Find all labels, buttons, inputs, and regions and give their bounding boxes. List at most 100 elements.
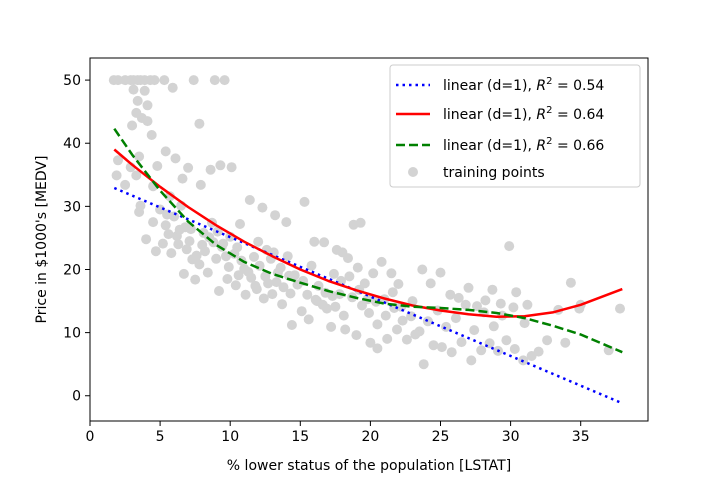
scatter-point bbox=[167, 82, 178, 93]
scatter-point bbox=[397, 315, 408, 326]
scatter-point bbox=[441, 321, 452, 332]
x-axis-label: % lower status of the population [LSTAT] bbox=[227, 458, 511, 474]
scatter-point bbox=[460, 299, 471, 310]
scatter-point bbox=[219, 75, 230, 86]
scatter-point bbox=[278, 282, 289, 293]
scatter-point bbox=[501, 335, 512, 346]
scatter-point bbox=[184, 236, 195, 247]
y-tick-label: 30 bbox=[63, 199, 81, 215]
x-tick-label: 0 bbox=[86, 429, 95, 445]
scatter-point bbox=[352, 262, 363, 273]
x-tick-label: 15 bbox=[291, 429, 309, 445]
scatter-point bbox=[277, 299, 288, 310]
scatter-point bbox=[267, 289, 278, 300]
scatter-point bbox=[164, 191, 175, 202]
scatter-point bbox=[542, 335, 553, 346]
scatter-point bbox=[134, 207, 145, 217]
scatter-point bbox=[190, 274, 201, 285]
scatter-point bbox=[142, 116, 153, 127]
scatter-point bbox=[157, 238, 168, 249]
x-tick-label: 10 bbox=[221, 429, 239, 445]
scatter-point bbox=[401, 334, 412, 345]
scatter-point bbox=[330, 301, 341, 312]
scatter-point bbox=[365, 337, 376, 348]
scatter-point bbox=[380, 310, 391, 321]
plot-area-frame bbox=[89, 57, 649, 422]
scatter-point bbox=[488, 321, 499, 332]
scatter-point bbox=[386, 268, 397, 279]
scatter-point bbox=[422, 316, 433, 327]
scatter-point bbox=[309, 236, 320, 247]
scatter-point bbox=[258, 293, 269, 304]
scatter-point bbox=[364, 308, 374, 318]
fit-line-dotted bbox=[113, 186, 623, 405]
scatter-point bbox=[344, 271, 355, 282]
scatter-point bbox=[240, 289, 251, 300]
scatter-point bbox=[519, 318, 530, 329]
scatter-point bbox=[163, 229, 174, 240]
scatter-point bbox=[615, 303, 625, 314]
scatter-point bbox=[487, 284, 498, 295]
scatter-point bbox=[509, 344, 520, 354]
scatter-point bbox=[368, 268, 379, 279]
scatter-point bbox=[302, 289, 313, 300]
scatter-point bbox=[178, 268, 189, 279]
scatter-point bbox=[263, 278, 274, 289]
scatter-point bbox=[436, 342, 447, 353]
x-tick-label: 5 bbox=[156, 429, 165, 445]
fit-line-solid bbox=[113, 148, 623, 319]
y-tick-label: 50 bbox=[63, 73, 81, 89]
scatter-point bbox=[211, 253, 222, 264]
scatter-point bbox=[230, 280, 241, 291]
scatter-point bbox=[113, 155, 123, 166]
legend-label: linear (d=1), R2 = 0.66 bbox=[443, 136, 604, 154]
scatter-point bbox=[326, 321, 337, 332]
scatter-point bbox=[249, 251, 259, 262]
scatter-point bbox=[425, 278, 436, 289]
fit-lines-layer bbox=[113, 127, 623, 405]
scatter-point bbox=[194, 259, 205, 270]
scatter-point bbox=[417, 264, 428, 275]
y-axis-label: Price in $1000's [MEDV] bbox=[34, 156, 50, 324]
scatter-point bbox=[177, 173, 188, 184]
scatter-point bbox=[285, 288, 296, 299]
scatter-point bbox=[328, 268, 339, 279]
legend-label: linear (d=1), R2 = 0.54 bbox=[443, 76, 604, 94]
scatter-point bbox=[215, 160, 226, 171]
scatter-point bbox=[387, 287, 398, 298]
scatter-point bbox=[271, 277, 282, 288]
scatter-point bbox=[146, 130, 157, 140]
scatter-point bbox=[286, 320, 297, 330]
scatter-point bbox=[214, 286, 224, 296]
scatter-point bbox=[565, 277, 576, 288]
scatter-point bbox=[338, 310, 349, 321]
scatter-point bbox=[159, 75, 170, 86]
scatter-point bbox=[522, 299, 533, 310]
scatter-point bbox=[202, 267, 213, 278]
scatter-point bbox=[174, 224, 185, 235]
scatter-point bbox=[150, 246, 161, 257]
scatter-point bbox=[281, 217, 292, 228]
scatter-point bbox=[257, 202, 268, 213]
scatter-point bbox=[132, 95, 143, 106]
scatter-point bbox=[148, 217, 159, 228]
scatter-point bbox=[181, 244, 192, 255]
scatter-point bbox=[149, 75, 160, 86]
scatter-point bbox=[195, 179, 206, 190]
scatter-point bbox=[456, 337, 467, 348]
scatter-point bbox=[472, 301, 482, 312]
scatter-point bbox=[296, 306, 307, 317]
legend-entries: linear (d=1), R2 = 0.54 linear (d=1), R2 … bbox=[396, 76, 604, 181]
scatter-point bbox=[223, 262, 234, 272]
x-tick-label: 35 bbox=[572, 429, 590, 445]
scatter-point bbox=[466, 355, 477, 366]
x-tick-label: 25 bbox=[432, 429, 450, 445]
scatter-point bbox=[418, 359, 429, 370]
scatter-point bbox=[120, 179, 131, 190]
scatter-point bbox=[160, 146, 171, 157]
scatter-point bbox=[218, 238, 229, 249]
scatter-point bbox=[303, 314, 314, 325]
scatter-point bbox=[205, 164, 216, 175]
scatter-point bbox=[392, 324, 402, 335]
